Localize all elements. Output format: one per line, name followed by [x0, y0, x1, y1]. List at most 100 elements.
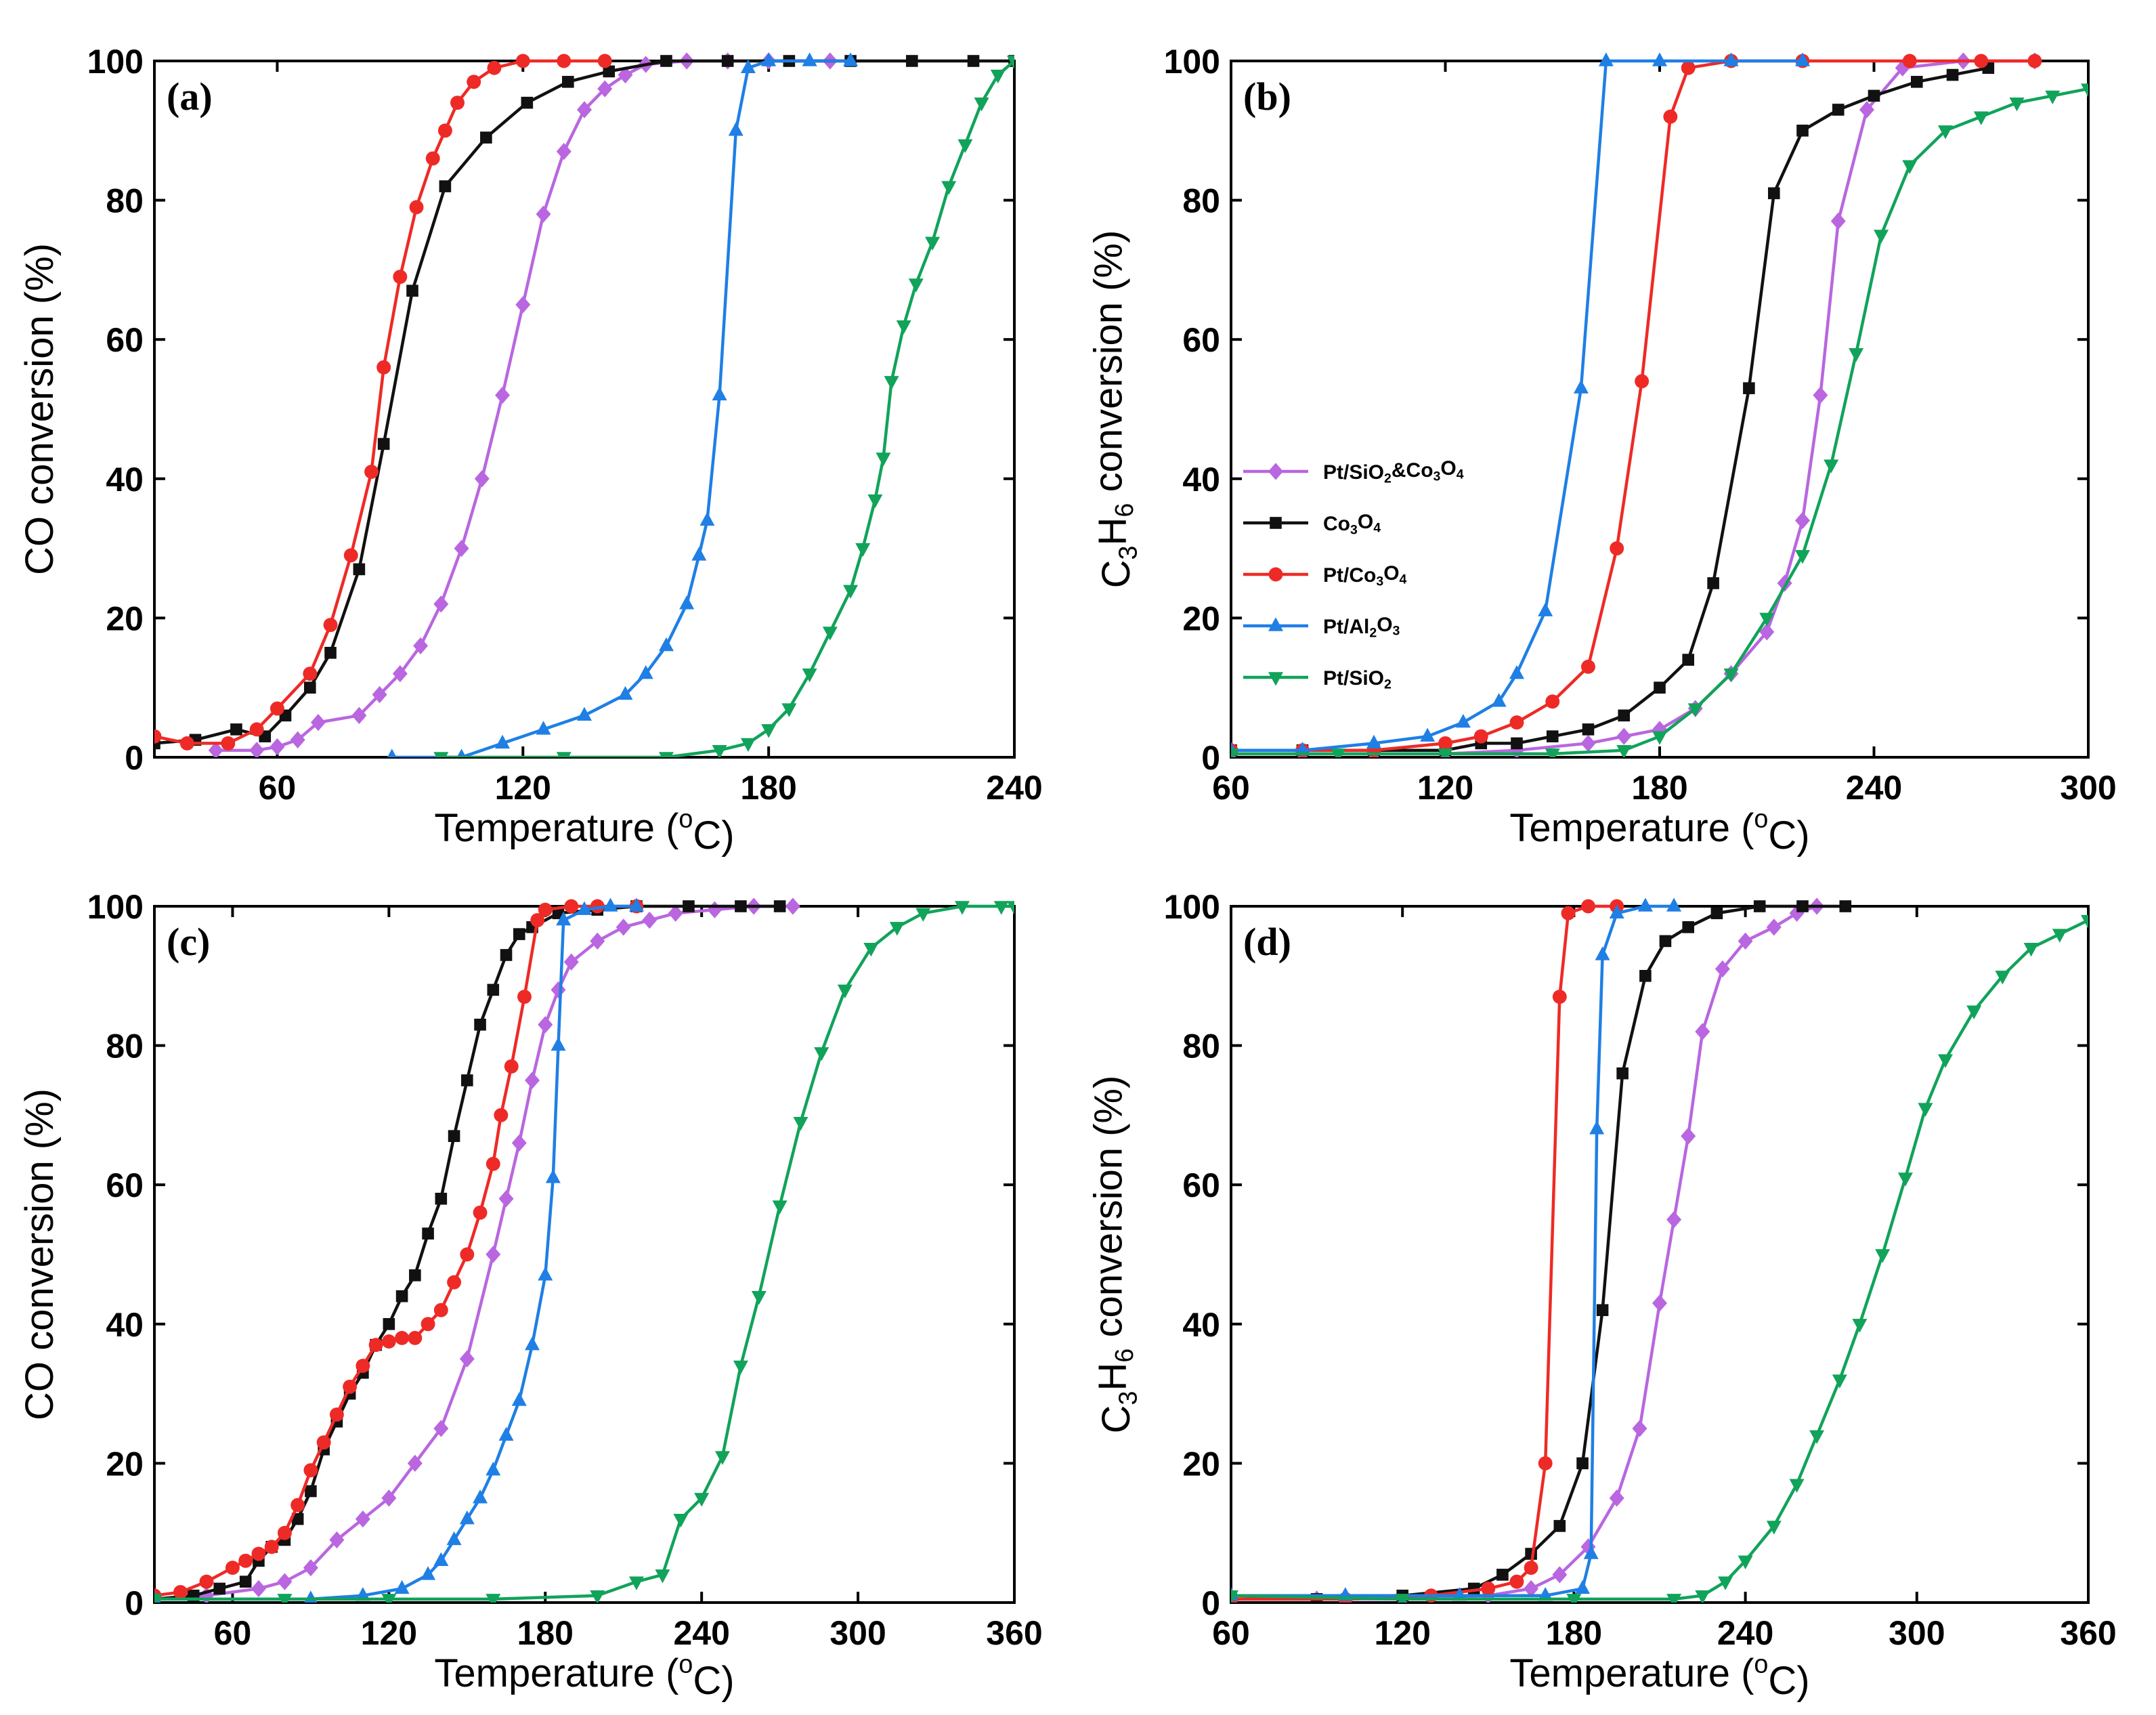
- data-point: [393, 270, 408, 284]
- data-point: [303, 1559, 318, 1577]
- data-point: [1902, 54, 1917, 68]
- data-point: [1832, 1374, 1847, 1389]
- y-tick-label: 20: [106, 599, 144, 637]
- data-point: [1839, 900, 1852, 912]
- data-point: [660, 55, 672, 67]
- data-point: [955, 901, 970, 915]
- data-point: [616, 918, 631, 936]
- data-point: [511, 1134, 527, 1152]
- data-point: [376, 360, 391, 375]
- legend-marker: [1270, 517, 1282, 529]
- data-point: [577, 706, 592, 721]
- data-point: [793, 1116, 808, 1131]
- data-point: [460, 1247, 475, 1262]
- data-point: [213, 1582, 226, 1595]
- text-part: 3: [1114, 545, 1142, 559]
- data-point: [407, 1454, 423, 1473]
- data-point: [425, 151, 440, 166]
- data-point: [494, 1107, 509, 1122]
- data-point: [413, 637, 429, 655]
- data-point: [383, 1318, 395, 1330]
- data-point: [277, 1594, 293, 1603]
- data-point: [421, 1566, 436, 1580]
- data-point: [433, 752, 449, 757]
- data-point: [863, 942, 879, 957]
- data-point: [1610, 541, 1624, 556]
- data-point: [480, 131, 492, 144]
- data-point: [1509, 1574, 1524, 1589]
- text-part: Pt/SiO: [1323, 667, 1384, 690]
- data-point: [316, 1435, 331, 1450]
- series-3: [387, 52, 859, 757]
- data-point: [628, 897, 644, 912]
- text-part: 2: [1369, 625, 1377, 640]
- x-tick-label: 60: [1212, 1614, 1250, 1652]
- data-point: [474, 470, 490, 488]
- data-point: [658, 752, 674, 757]
- series-line: [1231, 904, 1817, 1601]
- text-part: Pt/SiO: [1323, 461, 1384, 484]
- text-part: Temperature (: [434, 806, 678, 850]
- data-point: [387, 748, 397, 757]
- y-tick-label: 100: [1164, 888, 1220, 926]
- data-point: [1715, 960, 1730, 978]
- data-point: [1231, 1590, 1238, 1603]
- data-point: [249, 722, 264, 737]
- data-point: [225, 1561, 240, 1575]
- data-point: [1561, 906, 1576, 920]
- data-point: [712, 745, 727, 757]
- x-tick-label: 60: [259, 769, 297, 807]
- data-point: [450, 96, 465, 110]
- data-point: [603, 897, 618, 912]
- data-point: [993, 901, 1009, 915]
- data-point: [467, 75, 481, 89]
- text-part: 3: [1114, 1391, 1142, 1405]
- data-point: [323, 618, 338, 633]
- data-point: [751, 1290, 767, 1305]
- data-point: [351, 706, 367, 724]
- data-point: [1545, 694, 1560, 709]
- x-tick-label: 120: [1374, 1614, 1430, 1652]
- data-point: [304, 681, 316, 694]
- y-axis-title: C3H6 conversion (%): [1087, 1076, 1142, 1434]
- text-part: conversion (%): [1087, 230, 1131, 503]
- series-line: [154, 59, 1014, 745]
- data-point: [353, 563, 366, 576]
- data-point: [699, 511, 715, 526]
- data-point: [1902, 160, 1918, 174]
- data-point: [1635, 374, 1650, 389]
- data-point: [1875, 1249, 1891, 1263]
- data-point: [538, 902, 553, 917]
- data-point: [513, 928, 525, 940]
- data-point: [1231, 748, 1238, 757]
- data-point: [1666, 1594, 1682, 1603]
- data-point: [447, 1275, 462, 1290]
- data-point: [1616, 745, 1632, 757]
- data-point: [179, 736, 194, 750]
- y-tick-label: 80: [1182, 1028, 1220, 1065]
- data-point: [1007, 901, 1014, 915]
- data-point: [1946, 68, 1959, 81]
- data-point: [1576, 1457, 1589, 1470]
- data-point: [1710, 907, 1723, 920]
- series-4: [154, 901, 1014, 1603]
- data-point: [1616, 727, 1632, 745]
- series-4: [1231, 914, 2088, 1603]
- legend-marker: [1268, 672, 1283, 686]
- data-point: [459, 1510, 475, 1525]
- data-point: [577, 901, 592, 915]
- text-part: C): [1768, 1659, 1809, 1703]
- data-point: [1681, 1127, 1696, 1145]
- data-point: [658, 637, 674, 652]
- data-point: [1366, 734, 1381, 749]
- data-point: [822, 627, 838, 641]
- data-point: [915, 908, 931, 922]
- data-point: [1491, 693, 1507, 707]
- data-point: [1573, 379, 1589, 394]
- data-point: [238, 1553, 253, 1568]
- y-tick-label: 40: [1182, 1306, 1220, 1344]
- series-line: [1231, 59, 1803, 752]
- text-part: Temperature (: [434, 1651, 678, 1695]
- data-point: [1473, 729, 1488, 744]
- data-point: [487, 60, 502, 75]
